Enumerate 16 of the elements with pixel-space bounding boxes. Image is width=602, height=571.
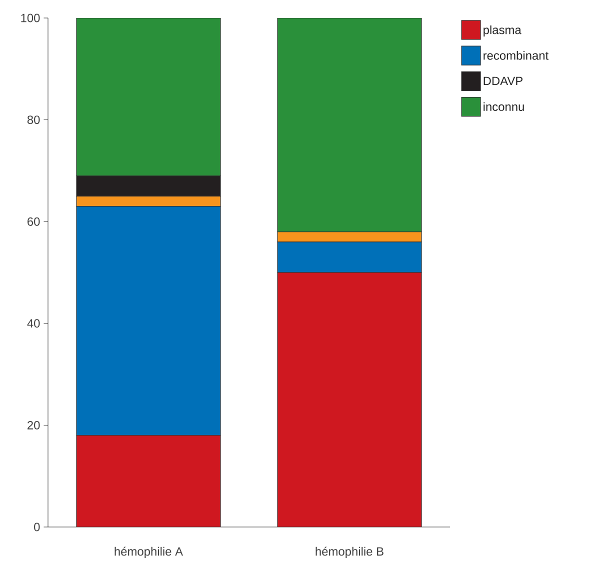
x-tick-label: hémophilie B xyxy=(316,546,384,558)
bar xyxy=(277,272,422,527)
y-tick-label: 20 xyxy=(28,420,40,430)
x-tick-label: hémophilie A xyxy=(114,546,184,558)
bar xyxy=(76,435,221,527)
y-tick-label: 100 xyxy=(21,14,40,22)
legend-label: inconnu xyxy=(484,102,524,111)
y-tick-label: 40 xyxy=(27,319,40,328)
y-tick-label: 60 xyxy=(28,217,40,226)
bar xyxy=(76,18,221,176)
y-tick-label: 0 xyxy=(34,522,40,532)
y-tick-label: 80 xyxy=(27,116,40,124)
bar xyxy=(277,18,422,232)
legend-label: recombinant xyxy=(484,51,549,60)
legend-label: plasma xyxy=(484,25,522,37)
legend-label: DDAVP xyxy=(484,76,522,86)
